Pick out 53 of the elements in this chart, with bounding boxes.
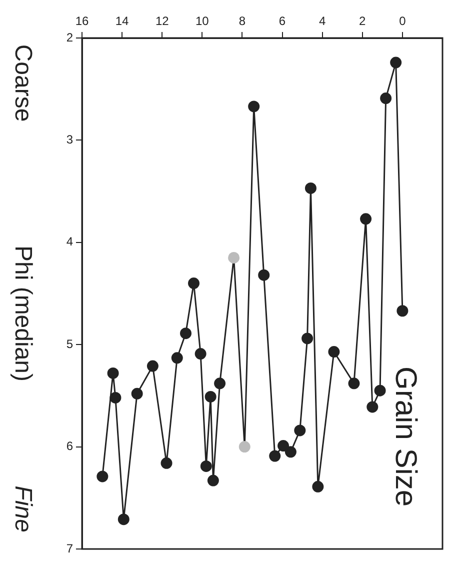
point bbox=[278, 440, 290, 452]
point bbox=[171, 352, 183, 364]
y-tick-label: 7 bbox=[66, 541, 74, 556]
point bbox=[396, 305, 408, 317]
x-tick-label: 12 bbox=[155, 14, 170, 28]
point bbox=[248, 100, 260, 112]
x-tick-label: 0 bbox=[399, 14, 406, 28]
point bbox=[107, 367, 119, 379]
point bbox=[96, 470, 108, 482]
point bbox=[204, 390, 216, 402]
point bbox=[380, 92, 392, 104]
point bbox=[304, 182, 316, 194]
point bbox=[302, 332, 314, 344]
point bbox=[160, 457, 172, 469]
x-tick-label: 8 bbox=[238, 14, 246, 28]
point bbox=[294, 424, 306, 436]
y-tick-label: 4 bbox=[66, 234, 74, 249]
y-tick-label: 5 bbox=[66, 336, 74, 351]
point bbox=[238, 441, 250, 453]
x-tick-label: 10 bbox=[195, 14, 210, 28]
x-tick-label: 16 bbox=[75, 14, 89, 28]
point bbox=[258, 269, 270, 281]
y-tick-label: 3 bbox=[66, 132, 74, 147]
point bbox=[390, 56, 402, 68]
point bbox=[207, 474, 219, 486]
point bbox=[131, 388, 143, 400]
point bbox=[360, 213, 372, 225]
point bbox=[348, 378, 360, 390]
x-tick-label: 14 bbox=[115, 14, 130, 28]
x-tick-label: 2 bbox=[359, 14, 366, 28]
point bbox=[214, 378, 226, 390]
x-tick-label: 6 bbox=[278, 14, 286, 28]
point bbox=[366, 401, 378, 413]
point bbox=[269, 450, 281, 462]
y-axis-title: Phi (median) bbox=[9, 245, 36, 382]
point bbox=[146, 360, 158, 372]
text: Fine bbox=[9, 486, 36, 532]
point bbox=[328, 346, 340, 358]
point bbox=[118, 514, 130, 526]
point bbox=[188, 278, 200, 290]
point bbox=[200, 460, 212, 472]
text: Grain Size bbox=[389, 366, 422, 507]
x-tick-label: 4 bbox=[318, 14, 326, 28]
point bbox=[374, 384, 386, 396]
point bbox=[110, 392, 122, 404]
text: Coarse bbox=[9, 44, 36, 122]
y-tick-label: 6 bbox=[66, 439, 74, 454]
point bbox=[180, 328, 192, 340]
point bbox=[284, 446, 296, 458]
point bbox=[194, 348, 206, 360]
y-tick-label: 2 bbox=[66, 30, 74, 44]
point bbox=[312, 480, 324, 492]
point bbox=[228, 252, 240, 264]
